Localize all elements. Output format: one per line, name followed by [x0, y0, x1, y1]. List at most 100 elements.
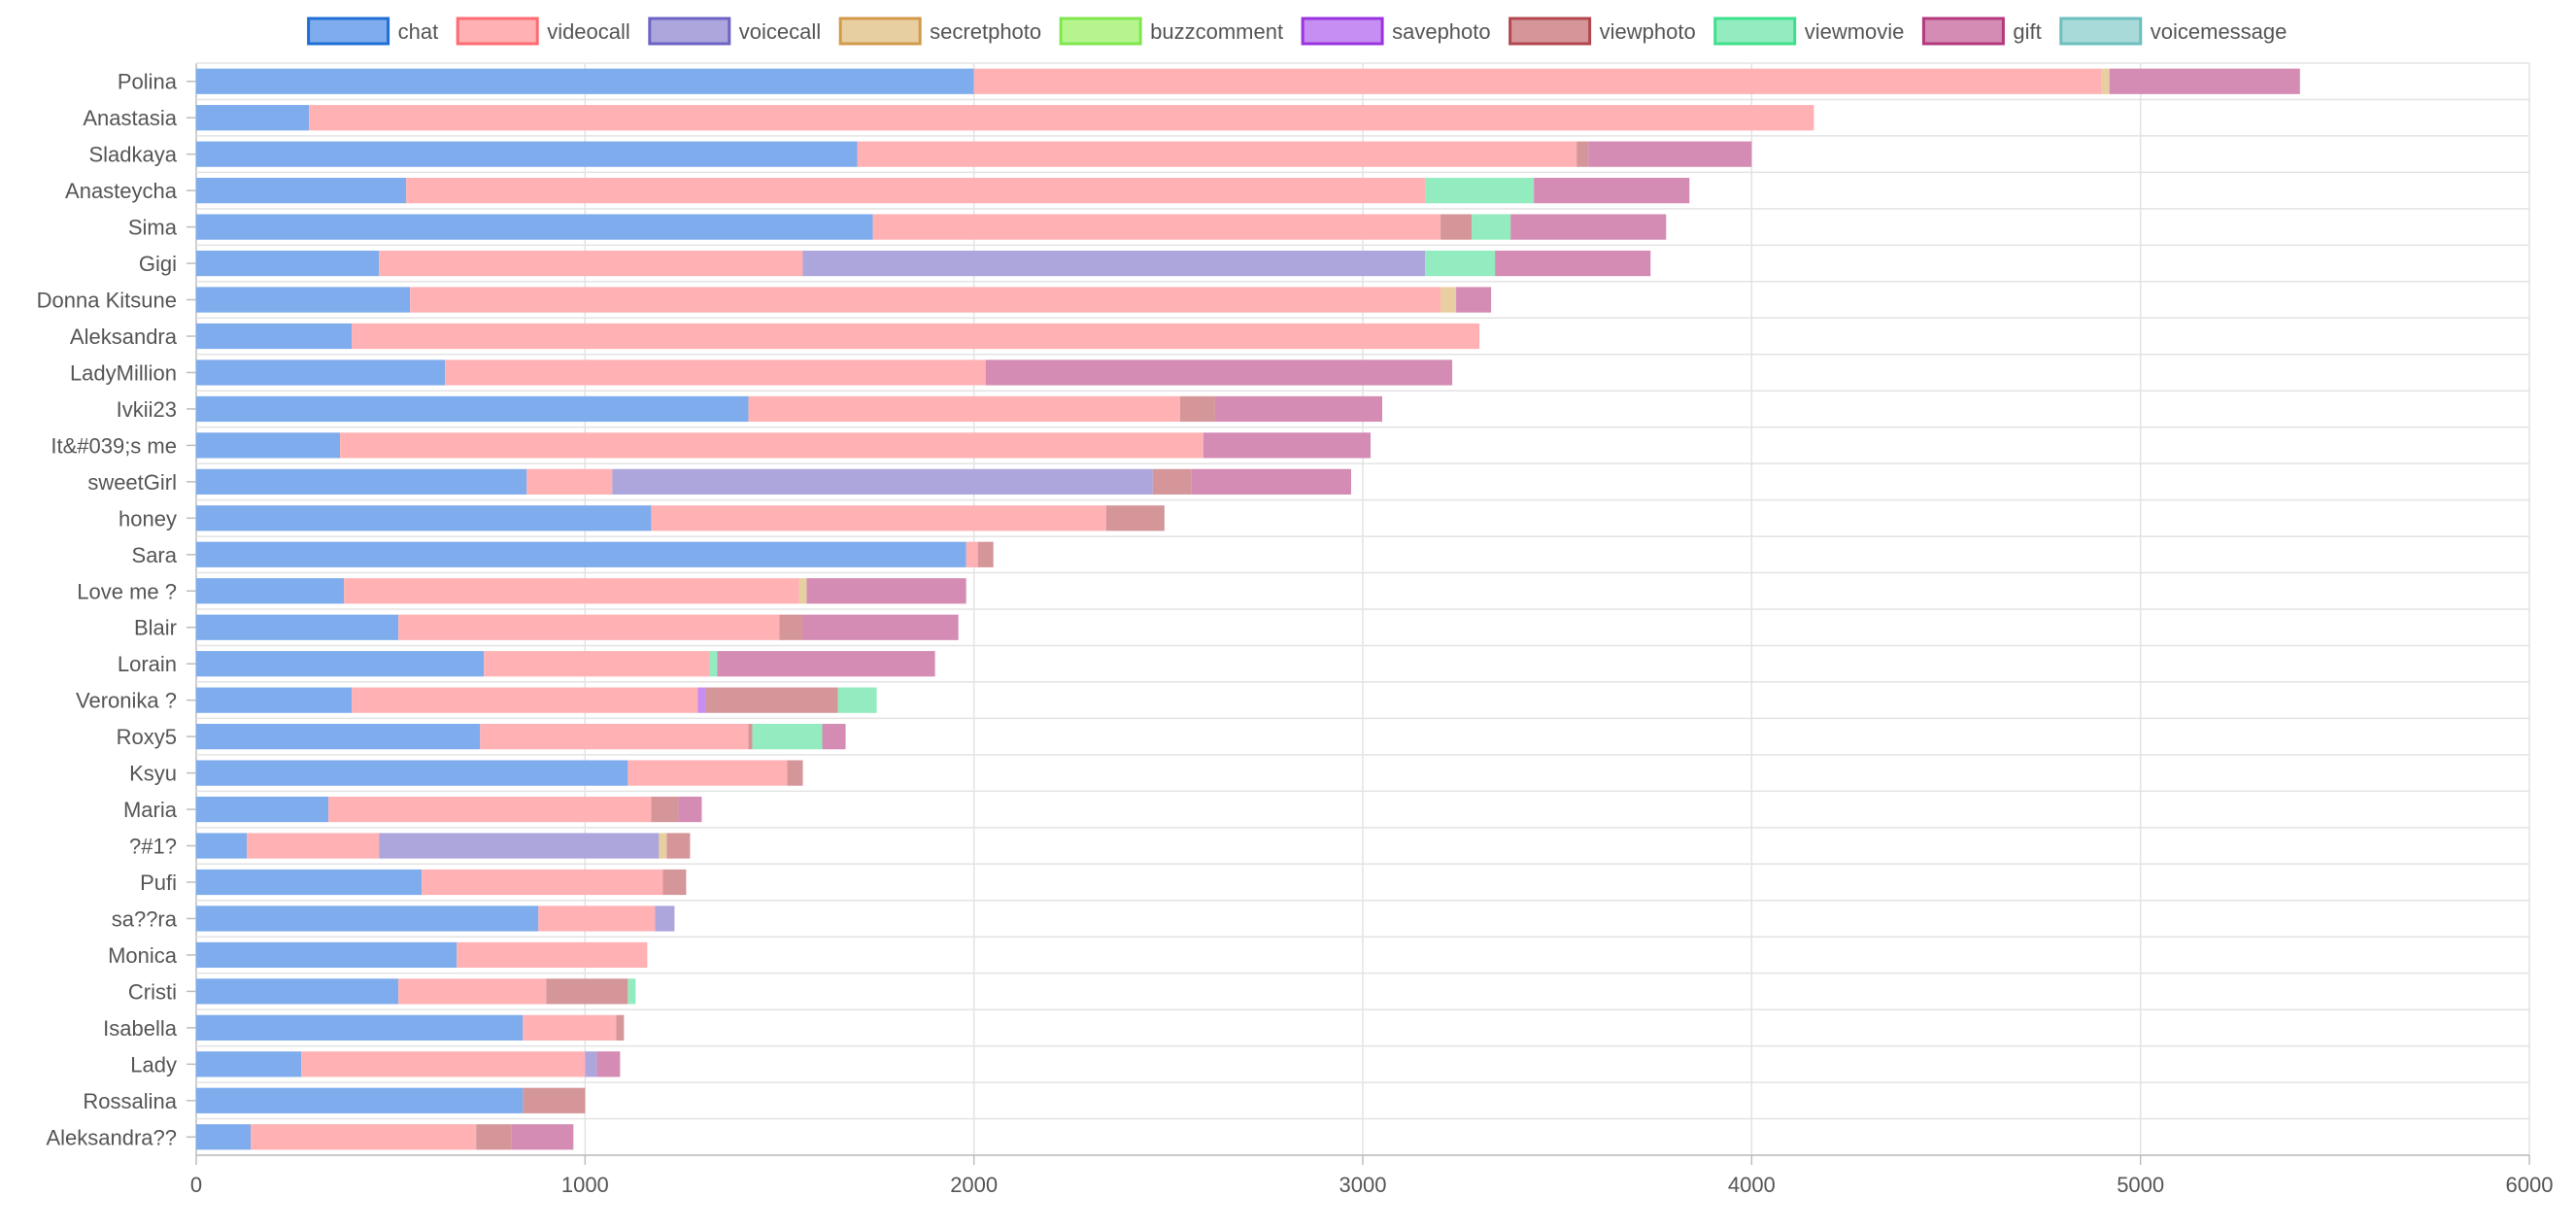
bar-gift-it-039-s-me[interactable]	[1203, 432, 1372, 459]
legend-item-buzzcomment[interactable]: buzzcomment	[1059, 17, 1283, 46]
legend-item-secretphoto[interactable]: secretphoto	[838, 17, 1041, 46]
bar-voicecall-sa-ra[interactable]	[655, 905, 675, 932]
bar-viewmovie-sima[interactable]	[1472, 214, 1511, 240]
bar-videocall-ivkii23[interactable]	[748, 395, 1180, 423]
bar-voicecall-lady[interactable]	[585, 1051, 597, 1077]
bar-videocall-pufi[interactable]	[422, 869, 663, 896]
bar-chat-ksyu[interactable]	[196, 760, 628, 786]
bar-viewphoto-blair[interactable]	[779, 614, 803, 640]
bar-gift-sladkaya[interactable]	[1588, 141, 1752, 167]
legend-item-videocall[interactable]: videocall	[456, 17, 630, 46]
bar-viewphoto-cristi[interactable]	[546, 978, 628, 1005]
bar-videocall-ksyu[interactable]	[627, 760, 788, 786]
bar-videocall-anasteycha[interactable]	[406, 178, 1426, 204]
bar-videocall-lorain[interactable]	[484, 651, 710, 677]
bar-viewphoto-sladkaya[interactable]	[1576, 141, 1589, 167]
bar-voicecall-sweetgirl[interactable]	[612, 468, 1153, 495]
bar-gift-ivkii23[interactable]	[1214, 395, 1383, 423]
bar-videocall-anastasia[interactable]	[309, 105, 1814, 131]
bar-voicecall-1[interactable]	[379, 833, 660, 859]
bar-chat-ivkii23[interactable]	[196, 395, 749, 423]
bar-videocall-lady[interactable]	[301, 1051, 586, 1077]
bar-videocall-gigi[interactable]	[379, 250, 803, 277]
bar-chat-polina[interactable]	[196, 68, 974, 94]
bar-gift-lady[interactable]	[596, 1051, 621, 1077]
bar-gift-polina[interactable]	[2109, 68, 2300, 94]
bar-secretphoto-1[interactable]	[659, 833, 667, 859]
bar-videocall-1[interactable]	[247, 833, 380, 859]
bar-videocall-maria[interactable]	[328, 796, 652, 823]
bar-chat-maria[interactable]	[196, 796, 329, 823]
bar-chat-anasteycha[interactable]	[196, 178, 407, 204]
bar-chat-sweetgirl[interactable]	[196, 468, 527, 495]
bar-viewphoto-ksyu[interactable]	[787, 760, 803, 786]
bar-viewphoto-ivkii23[interactable]	[1179, 395, 1215, 423]
legend-item-voicemessage[interactable]: voicemessage	[2059, 17, 2288, 46]
bar-chat-blair[interactable]	[196, 614, 399, 640]
legend-item-gift[interactable]: gift	[1921, 17, 2042, 46]
bar-gift-sweetgirl[interactable]	[1191, 468, 1351, 495]
bar-chat-donna-kitsune[interactable]	[196, 287, 411, 313]
bar-videocall-roxy5[interactable]	[480, 724, 749, 750]
bar-viewmovie-veronika[interactable]	[837, 687, 877, 713]
bar-videocall-sa-ra[interactable]	[538, 905, 656, 932]
bar-viewphoto-honey[interactable]	[1105, 505, 1165, 531]
bar-gift-lorain[interactable]	[717, 651, 935, 677]
bar-chat-gigi[interactable]	[196, 250, 380, 277]
bar-videocall-isabella[interactable]	[523, 1014, 617, 1041]
bar-chat-sa-ra[interactable]	[196, 905, 539, 932]
bar-viewphoto-veronika[interactable]	[705, 687, 838, 713]
bar-videocall-sara[interactable]	[966, 541, 978, 567]
bar-videocall-sladkaya[interactable]	[857, 141, 1577, 167]
bar-viewphoto-1[interactable]	[666, 833, 691, 859]
bar-chat-sara[interactable]	[196, 541, 966, 567]
bar-viewmovie-cristi[interactable]	[627, 978, 636, 1005]
bar-videocall-donna-kitsune[interactable]	[410, 287, 1441, 313]
bar-chat-veronika[interactable]	[196, 687, 353, 713]
bar-viewmovie-lorain[interactable]	[709, 651, 718, 677]
bar-videocall-sweetgirl[interactable]	[526, 468, 613, 495]
bar-videocall-ladymillion[interactable]	[445, 359, 986, 386]
bar-gift-roxy5[interactable]	[822, 724, 846, 750]
legend-item-viewmovie[interactable]: viewmovie	[1713, 17, 1905, 46]
legend-item-viewphoto[interactable]: viewphoto	[1508, 17, 1696, 46]
bar-gift-maria[interactable]	[678, 796, 702, 823]
bar-viewphoto-pufi[interactable]	[662, 869, 687, 896]
bar-viewmovie-roxy5[interactable]	[752, 724, 823, 750]
bar-videocall-love-me[interactable]	[344, 578, 799, 604]
bar-videocall-monica[interactable]	[457, 941, 648, 969]
bar-viewphoto-isabella[interactable]	[616, 1014, 625, 1041]
bar-chat-anastasia[interactable]	[196, 105, 310, 131]
bar-gift-aleksandra[interactable]	[511, 1124, 574, 1150]
bar-gift-blair[interactable]	[802, 614, 959, 640]
chart-legend[interactable]: chat videocall voicecall secretphoto buzzcom…	[307, 17, 2288, 46]
bar-gift-donna-kitsune[interactable]	[1456, 287, 1492, 313]
bar-viewphoto-rossalina[interactable]	[523, 1087, 586, 1113]
bar-gift-ladymillion[interactable]	[985, 359, 1453, 386]
bar-chat-it-039-s-me[interactable]	[196, 432, 341, 459]
legend-item-voicecall[interactable]: voicecall	[648, 17, 821, 46]
bar-videocall-aleksandra[interactable]	[352, 323, 1480, 350]
bar-viewphoto-maria[interactable]	[651, 796, 679, 823]
bar-gift-anasteycha[interactable]	[1534, 178, 1690, 204]
bar-savephoto-veronika[interactable]	[697, 687, 706, 713]
bar-chat-isabella[interactable]	[196, 1014, 524, 1041]
bar-gift-sima[interactable]	[1510, 214, 1667, 240]
bar-videocall-honey[interactable]	[651, 505, 1106, 531]
bar-viewmovie-anasteycha[interactable]	[1425, 178, 1535, 204]
bar-viewphoto-sima[interactable]	[1441, 214, 1473, 240]
bar-chat-1[interactable]	[196, 833, 248, 859]
bar-chat-monica[interactable]	[196, 941, 458, 969]
bar-secretphoto-polina[interactable]	[2101, 68, 2110, 94]
bar-videocall-it-039-s-me[interactable]	[340, 432, 1203, 459]
bar-chat-sima[interactable]	[196, 214, 873, 240]
bar-chat-aleksandra[interactable]	[196, 1124, 252, 1150]
bar-gift-gigi[interactable]	[1495, 250, 1651, 277]
bar-viewphoto-sara[interactable]	[977, 541, 994, 567]
legend-item-chat[interactable]: chat	[307, 17, 439, 46]
bar-videocall-veronika[interactable]	[352, 687, 698, 713]
bar-videocall-sima[interactable]	[872, 214, 1441, 240]
bar-chat-aleksandra[interactable]	[196, 323, 353, 350]
bar-videocall-blair[interactable]	[398, 614, 780, 640]
bar-gift-love-me[interactable]	[806, 578, 966, 604]
